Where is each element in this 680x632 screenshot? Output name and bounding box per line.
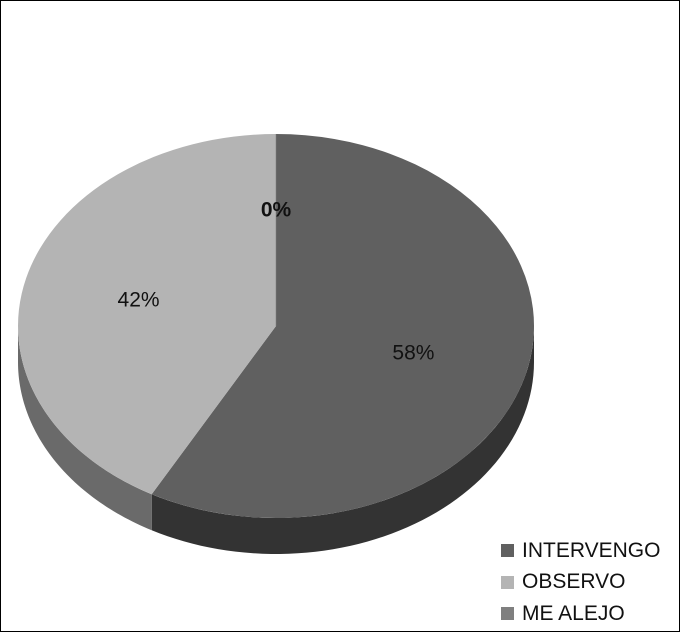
pie-slice-observo [18, 134, 277, 495]
legend-item-observo: OBSERVO [501, 567, 660, 599]
pie-side-intervengo [151, 326, 534, 554]
legend: INTERVENGO OBSERVO ME ALEJO [501, 535, 660, 630]
legend-swatch-observo [501, 575, 514, 589]
pie-side-observo [18, 326, 152, 531]
data-label-intervengo: 58% [392, 341, 434, 364]
legend-label-observo: OBSERVO [522, 570, 626, 594]
data-label-me-alejo: 0% [261, 199, 292, 222]
legend-swatch-me-alejo [501, 607, 514, 621]
legend-label-me-alejo: ME ALEJO [522, 601, 625, 625]
legend-label-intervengo: INTERVENGO [522, 538, 661, 562]
legend-item-intervengo: INTERVENGO [501, 535, 660, 567]
pie-slice-intervengo [151, 134, 535, 518]
data-label-observo: 42% [118, 289, 160, 312]
legend-swatch-intervengo [501, 544, 514, 558]
legend-item-me-alejo: ME ALEJO [501, 598, 660, 630]
